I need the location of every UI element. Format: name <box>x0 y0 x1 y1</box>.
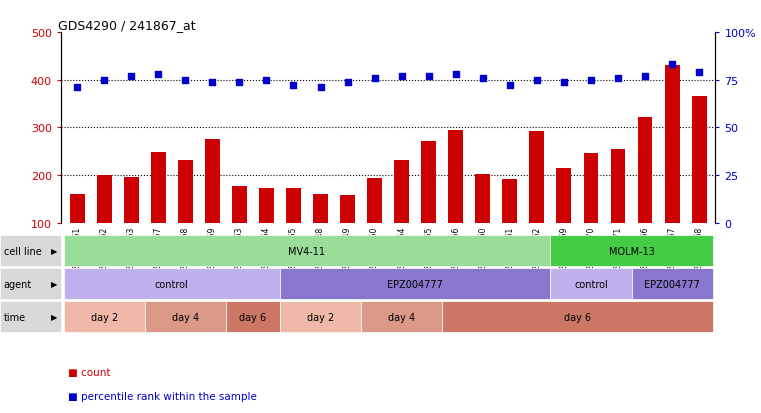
Bar <box>610 150 626 223</box>
Bar <box>502 179 517 223</box>
Bar <box>422 142 436 223</box>
Text: MOLM-13: MOLM-13 <box>609 246 654 256</box>
Bar <box>205 140 220 223</box>
Bar <box>664 66 680 223</box>
Text: ▶: ▶ <box>50 313 57 321</box>
Point <box>98 77 110 84</box>
Bar <box>448 131 463 223</box>
Text: control: control <box>574 279 608 289</box>
Text: MV4-11: MV4-11 <box>288 246 326 256</box>
Bar <box>70 195 84 223</box>
Text: EPZ004777: EPZ004777 <box>387 279 443 289</box>
Text: ■ percentile rank within the sample: ■ percentile rank within the sample <box>68 392 257 401</box>
Text: time: time <box>4 312 26 322</box>
Bar <box>124 178 139 223</box>
Text: day 4: day 4 <box>172 312 199 322</box>
Text: GDS4290 / 241867_at: GDS4290 / 241867_at <box>58 19 196 32</box>
Text: control: control <box>155 279 189 289</box>
Text: EPZ004777: EPZ004777 <box>644 279 700 289</box>
Point <box>612 75 624 82</box>
Bar <box>340 196 355 223</box>
Bar <box>394 160 409 223</box>
Point <box>450 71 462 78</box>
Point <box>396 74 408 80</box>
Point <box>125 74 137 80</box>
Text: cell line: cell line <box>4 246 42 256</box>
Point <box>314 85 326 91</box>
Point <box>342 79 354 86</box>
Bar <box>313 195 328 223</box>
Text: day 6: day 6 <box>564 312 591 322</box>
Point <box>152 71 164 78</box>
Bar <box>286 189 301 223</box>
Point <box>558 79 570 86</box>
Point <box>476 75 489 82</box>
Bar <box>556 169 572 223</box>
Point <box>206 79 218 86</box>
Text: ▶: ▶ <box>50 247 57 255</box>
Bar <box>97 176 112 223</box>
Point <box>504 83 516 90</box>
Text: day 2: day 2 <box>91 312 118 322</box>
Bar <box>584 153 598 223</box>
Point <box>585 77 597 84</box>
Text: agent: agent <box>4 279 32 289</box>
Point <box>368 75 380 82</box>
Bar <box>638 118 652 223</box>
Point <box>288 83 300 90</box>
Bar <box>259 189 274 223</box>
Text: day 6: day 6 <box>239 312 266 322</box>
Bar <box>232 187 247 223</box>
Bar <box>367 179 382 223</box>
Point <box>639 74 651 80</box>
Point <box>666 62 678 69</box>
Bar <box>476 175 490 223</box>
Bar <box>692 97 706 223</box>
Text: day 2: day 2 <box>307 312 334 322</box>
Text: ▶: ▶ <box>50 280 57 288</box>
Bar <box>530 132 544 223</box>
Text: day 4: day 4 <box>388 312 416 322</box>
Text: ■ count: ■ count <box>68 367 111 377</box>
Point <box>179 77 191 84</box>
Point <box>71 85 83 91</box>
Bar <box>151 153 166 223</box>
Point <box>530 77 543 84</box>
Point <box>693 70 705 76</box>
Point <box>260 77 272 84</box>
Point <box>422 74 435 80</box>
Point <box>234 79 246 86</box>
Bar <box>178 160 193 223</box>
